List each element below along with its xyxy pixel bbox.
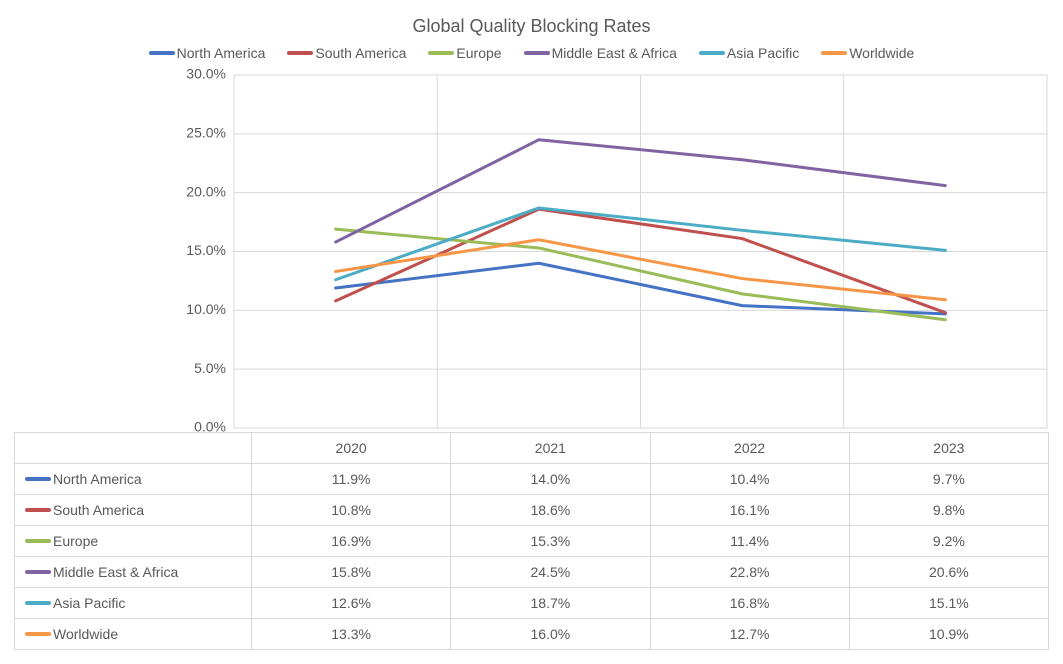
row-swatch	[25, 632, 51, 636]
table-row: Worldwide 13.3%16.0%12.7%10.9%	[15, 619, 1049, 650]
table-cell: 16.1%	[650, 495, 849, 526]
legend-label: Middle East & Africa	[552, 45, 677, 61]
row-label: North America	[53, 471, 142, 487]
legend-label: North America	[177, 45, 266, 61]
legend-item: Europe	[428, 45, 501, 61]
table-cell: 16.8%	[650, 588, 849, 619]
legend-label: South America	[315, 45, 406, 61]
table-cell: 20.6%	[849, 557, 1048, 588]
table-column-header: 2020	[252, 433, 451, 464]
svg-text:15.0%: 15.0%	[186, 242, 226, 258]
table-row-header: South America	[15, 495, 252, 526]
table-cell: 10.4%	[650, 464, 849, 495]
svg-text:20.0%: 20.0%	[186, 183, 226, 199]
legend-swatch	[524, 51, 550, 55]
table-cell: 15.3%	[451, 526, 650, 557]
row-swatch	[25, 539, 51, 543]
row-label: Worldwide	[53, 626, 118, 642]
legend-swatch	[287, 51, 313, 55]
chart-plot-area: 0.0% 5.0% 10.0% 15.0% 20.0% 25.0% 30.0%	[14, 69, 1049, 432]
svg-text:30.0%: 30.0%	[186, 69, 226, 82]
table-cell: 13.3%	[252, 619, 451, 650]
table-cell: 11.4%	[650, 526, 849, 557]
row-label: Asia Pacific	[53, 595, 125, 611]
table-row: North America 11.9%14.0%10.4%9.7%	[15, 464, 1049, 495]
legend-swatch	[699, 51, 725, 55]
table-cell: 9.8%	[849, 495, 1048, 526]
chart-container: Global Quality Blocking Rates North Amer…	[0, 0, 1063, 664]
legend-item: North America	[149, 45, 266, 61]
svg-text:0.0%: 0.0%	[194, 419, 226, 432]
table-cell: 11.9%	[252, 464, 451, 495]
legend-label: Asia Pacific	[727, 45, 799, 61]
legend-swatch	[149, 51, 175, 55]
chart-block: 0.0%5.0%10.0%15.0%20.0%25.0%30.0% 202020…	[14, 69, 1049, 650]
chart-svg: 0.0% 5.0% 10.0% 15.0% 20.0% 25.0% 30.0%	[14, 69, 1049, 432]
table-row: Asia Pacific 12.6%18.7%16.8%15.1%	[15, 588, 1049, 619]
table-cell: 15.1%	[849, 588, 1048, 619]
data-table: 2020202120222023North America11.9%14.0%1…	[14, 432, 1049, 650]
table-cell: 18.6%	[451, 495, 650, 526]
table-row-header: North America	[15, 464, 252, 495]
table-row-header: Middle East & Africa	[15, 557, 252, 588]
table-cell: 16.9%	[252, 526, 451, 557]
table-cell: 14.0%	[451, 464, 650, 495]
legend-item: Middle East & Africa	[524, 45, 677, 61]
table-header-row: 2020202120222023	[15, 433, 1049, 464]
table-cell: 24.5%	[451, 557, 650, 588]
table-column-header: 2023	[849, 433, 1048, 464]
table-cell: 9.2%	[849, 526, 1048, 557]
table-cell: 22.8%	[650, 557, 849, 588]
row-label: Europe	[53, 533, 98, 549]
svg-text:5.0%: 5.0%	[194, 360, 226, 376]
row-swatch	[25, 601, 51, 605]
table-row: South America 10.8%18.6%16.1%9.8%	[15, 495, 1049, 526]
legend-item: Asia Pacific	[699, 45, 799, 61]
table-cell: 12.7%	[650, 619, 849, 650]
table-cell: 10.9%	[849, 619, 1048, 650]
table-column-header: 2021	[451, 433, 650, 464]
table-cell: 10.8%	[252, 495, 451, 526]
legend-label: Europe	[456, 45, 501, 61]
row-label: Middle East & Africa	[53, 564, 178, 580]
row-swatch	[25, 508, 51, 512]
table-row: Middle East & Africa 15.8%24.5%22.8%20.6%	[15, 557, 1049, 588]
table-cell: 16.0%	[451, 619, 650, 650]
table-cell: 18.7%	[451, 588, 650, 619]
svg-text:25.0%: 25.0%	[186, 125, 226, 141]
table-cell: 12.6%	[252, 588, 451, 619]
table-row-header: Asia Pacific	[15, 588, 252, 619]
table-row-header: Europe	[15, 526, 252, 557]
row-label: South America	[53, 502, 144, 518]
table-row: Europe 16.9%15.3%11.4%9.2%	[15, 526, 1049, 557]
legend-item: Worldwide	[821, 45, 914, 61]
legend-swatch	[428, 51, 454, 55]
table-row-header: Worldwide	[15, 619, 252, 650]
svg-text:10.0%: 10.0%	[186, 301, 226, 317]
legend-item: South America	[287, 45, 406, 61]
row-swatch	[25, 477, 51, 481]
row-swatch	[25, 570, 51, 574]
table-corner-cell	[15, 433, 252, 464]
table-cell: 9.7%	[849, 464, 1048, 495]
table-cell: 15.8%	[252, 557, 451, 588]
chart-title: Global Quality Blocking Rates	[14, 16, 1049, 37]
chart-legend: North America South America Europe Middle E…	[14, 45, 1049, 61]
legend-swatch	[821, 51, 847, 55]
legend-label: Worldwide	[849, 45, 914, 61]
table-column-header: 2022	[650, 433, 849, 464]
